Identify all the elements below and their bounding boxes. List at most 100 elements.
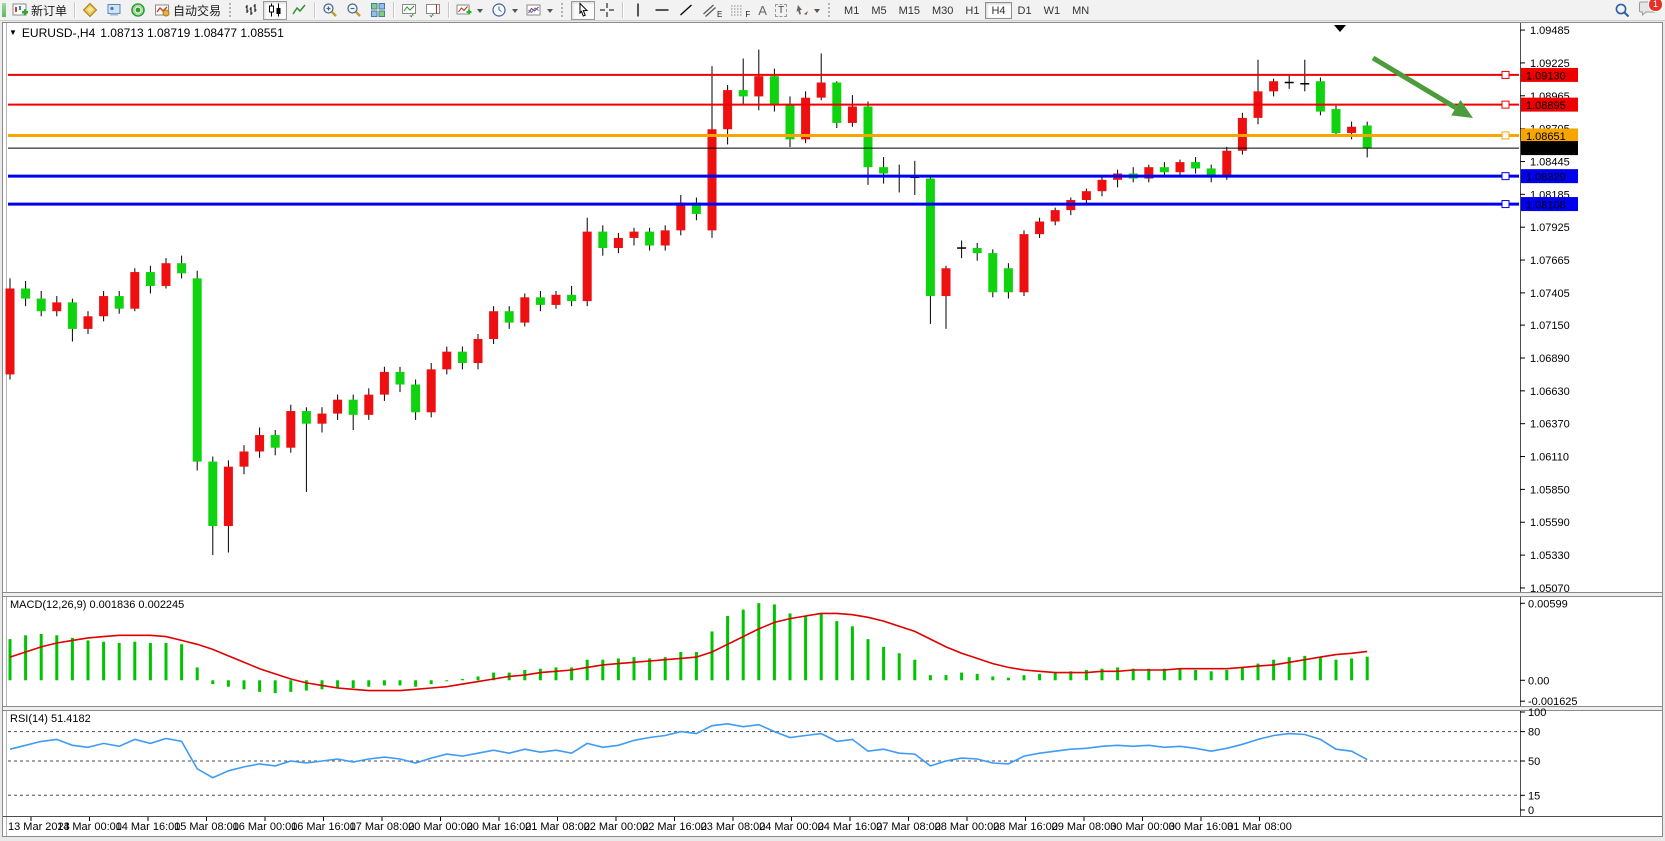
toolbar-grip[interactable] — [828, 3, 833, 17]
timeframe-D1[interactable]: D1 — [1012, 2, 1038, 19]
macd-histogram-bar — [928, 675, 932, 681]
macd-histogram-bar — [1100, 668, 1104, 681]
trendline-button[interactable] — [674, 1, 698, 20]
zoom-out-button[interactable] — [342, 1, 366, 20]
time-label[interactable]: 15 Mar 08:00 — [174, 821, 239, 833]
chart-shift-button[interactable] — [421, 1, 445, 20]
time-label[interactable]: 13 Mar 2023 — [8, 821, 70, 833]
vertical-line-button[interactable] — [626, 1, 650, 20]
time-label[interactable]: 14 Mar 16:00 — [116, 821, 181, 833]
time-label[interactable]: 28 Mar 16:00 — [993, 821, 1058, 833]
channel-icon — [702, 2, 716, 18]
notifications-button[interactable]: 1 — [1639, 0, 1663, 21]
hline-handle[interactable] — [1501, 172, 1510, 181]
hline-handle[interactable] — [1501, 100, 1510, 109]
cursor-button[interactable] — [571, 0, 596, 20]
timeframe-H1[interactable]: H1 — [959, 2, 985, 19]
toolbar-grip[interactable] — [229, 3, 234, 17]
timeframe-MN[interactable]: MN — [1066, 2, 1095, 19]
timeframe-M5[interactable]: M5 — [865, 2, 892, 19]
bar-chart-button[interactable] — [239, 1, 263, 20]
indicators-button[interactable] — [452, 1, 487, 20]
candlestick-chart-button[interactable] — [263, 0, 288, 20]
price-badge — [1521, 128, 1578, 143]
tile-windows-button[interactable] — [366, 1, 390, 20]
macd-histogram-bar — [741, 609, 745, 681]
terminal-button[interactable] — [126, 1, 150, 20]
time-label[interactable]: 20 Mar 00:00 — [408, 821, 473, 833]
toolbar-separator — [448, 2, 450, 18]
horizontal-line-button[interactable] — [650, 1, 674, 20]
timeframe-M30[interactable]: M30 — [926, 2, 959, 19]
time-label[interactable]: 16 Mar 00:00 — [233, 821, 298, 833]
time-label[interactable]: 22 Mar 00:00 — [584, 821, 649, 833]
time-label[interactable]: 29 Mar 08:00 — [1052, 821, 1117, 833]
time-label[interactable]: 20 Mar 16:00 — [467, 821, 532, 833]
arrows-button[interactable] — [791, 1, 824, 20]
price-badge-label: 1.08651 — [1526, 131, 1566, 143]
time-label[interactable]: 24 Mar 00:00 — [759, 821, 824, 833]
candle-body — [223, 466, 233, 527]
line-chart-button[interactable] — [287, 1, 311, 20]
time-label[interactable]: 30 Mar 16:00 — [1169, 821, 1234, 833]
templates-button[interactable] — [522, 1, 557, 20]
time-label[interactable]: 14 Mar 00:00 — [57, 821, 122, 833]
candle-body — [177, 263, 187, 274]
periods-button[interactable] — [487, 1, 522, 20]
time-label[interactable]: 23 Mar 08:00 — [701, 821, 766, 833]
hline-handle[interactable] — [1501, 70, 1510, 79]
channel-button[interactable]: E — [698, 1, 726, 20]
time-label[interactable]: 21 Mar 08:00 — [525, 821, 590, 833]
price-tick-label: 1.07405 — [1530, 288, 1570, 300]
price-badge — [1521, 97, 1578, 112]
panel-divider[interactable] — [3, 592, 1662, 597]
navigator-button[interactable] — [102, 1, 126, 20]
candle-body — [816, 82, 826, 98]
time-label[interactable]: 24 Mar 16:00 — [818, 821, 883, 833]
timeframe-M15[interactable]: M15 — [893, 2, 926, 19]
candle-body — [489, 311, 499, 340]
time-label[interactable]: 16 Mar 16:00 — [291, 821, 356, 833]
candle-body — [286, 411, 296, 448]
time-label[interactable]: 17 Mar 08:00 — [350, 821, 415, 833]
macd-histogram-bar — [648, 658, 652, 681]
zoom-in-button[interactable] — [318, 1, 342, 20]
new-order-button[interactable]: 新订单 — [8, 1, 71, 20]
candle-body — [723, 90, 733, 130]
text-label-button[interactable]: T — [771, 1, 791, 20]
chart-shift-marker[interactable] — [1334, 25, 1346, 32]
timeframe-W1[interactable]: W1 — [1038, 2, 1067, 19]
candle-body — [1003, 268, 1013, 293]
rsi-line — [9, 722, 1368, 779]
search-button[interactable] — [1610, 1, 1635, 20]
candle-body — [801, 97, 811, 140]
macd-histogram-bar — [258, 680, 262, 692]
time-label[interactable]: 27 Mar 08:00 — [876, 821, 941, 833]
macd-histogram-bar — [757, 603, 761, 681]
candle-body — [629, 231, 639, 238]
time-label[interactable]: 28 Mar 00:00 — [935, 821, 1000, 833]
time-label[interactable]: 22 Mar 16:00 — [642, 821, 707, 833]
macd-histogram-bar — [336, 680, 340, 688]
hline-handle[interactable] — [1501, 131, 1510, 140]
time-label[interactable]: 30 Mar 00:00 — [1110, 821, 1175, 833]
timeframe-M1[interactable]: M1 — [838, 2, 865, 19]
macd-histogram-bar — [804, 616, 808, 681]
trend-arrow[interactable] — [1371, 55, 1458, 110]
autotrading-button[interactable]: 自动交易 — [150, 1, 225, 20]
crosshair-button[interactable] — [595, 1, 619, 20]
macd-histogram-bar — [414, 680, 418, 687]
market-watch-button[interactable] — [78, 1, 102, 20]
candle-body — [192, 278, 202, 462]
auto-scroll-button[interactable] — [397, 1, 421, 20]
panel-divider[interactable] — [3, 706, 1662, 711]
hline-handle[interactable] — [1501, 200, 1510, 209]
toolbar-grip[interactable] — [561, 3, 566, 17]
time-label[interactable]: 31 Mar 08:00 — [1227, 821, 1292, 833]
fibonacci-button[interactable]: F — [726, 1, 754, 20]
macd-histogram-bar — [86, 640, 90, 681]
trend-arrow-head[interactable] — [1451, 100, 1473, 118]
text-button[interactable]: A — [754, 1, 771, 20]
timeframe-H4[interactable]: H4 — [985, 2, 1012, 20]
